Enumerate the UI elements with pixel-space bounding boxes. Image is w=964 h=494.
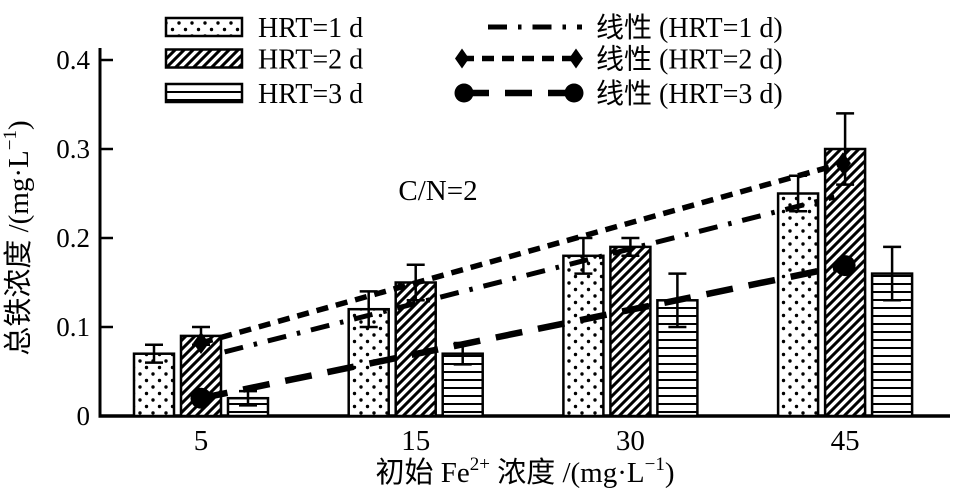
bar-hrt1d-x30 [562,254,605,418]
legend-label-trendline: 线性 (HRT=1 d) [596,12,783,44]
cn-ratio-annotation: C/N=2 [398,175,477,207]
error-bar [883,245,902,302]
legend-swatch-diagonal-hatch [164,48,244,69]
bar-hrt1d-x5 [132,352,176,418]
bars-layer [132,112,914,418]
y-tick-label: 0 [77,401,91,431]
bar-hrt2d-x45 [823,147,867,418]
legend-circle-marker [454,83,474,103]
trendline-dash-dot [224,194,835,355]
trendline-circle-marker [190,387,212,409]
legend-label-series: HRT=2 d [258,45,363,76]
legend-label-series: HRT=3 d [258,79,363,110]
legend-swatch-horizontal-lines [164,82,244,104]
trendline-diamond-marker [193,332,209,355]
x-category-label: 30 [616,425,645,457]
bar-hrt2d-x30 [609,245,652,418]
y-tick-label: 0.4 [56,45,90,75]
legend-circle-marker [564,83,584,103]
legend-diamond-marker [569,48,583,69]
x-category-label: 15 [401,425,430,457]
trendlines-layer [190,152,856,409]
y-tick-label: 0.2 [56,223,90,253]
legend-label-trendline: 线性 (HRT=3 d) [596,78,783,110]
legend-diamond-marker [455,48,469,69]
legend-label-trendline: 线性 (HRT=2 d) [596,44,783,76]
error-bar [359,290,378,329]
y-tick-label: 0.1 [56,312,90,342]
trendline-circle-marker [834,255,856,277]
bar-hrt1d-x45 [776,192,820,418]
axes-layer: 0 0.1 0.2 0.3 0.4 5 15 30 45 初始 Fe2+ 浓度 /(mg·L−1)… [0,45,950,489]
error-bar [145,343,163,364]
y-axis-title: 总铁浓度 /(mg·L−1) [0,120,35,355]
y-tick-label: 0.3 [56,134,90,164]
legend-swatch-dots [164,16,244,38]
error-bar [836,112,855,186]
annotation-layer: C/N=2 [398,175,477,207]
x-axis-title: 初始 Fe2+ 浓度 /(mg·L−1) [375,454,674,489]
trendline-diamond-marker [834,152,851,175]
trendline-dashed [200,160,844,346]
trendline-long-dash [200,262,846,402]
legend-label-series: HRT=1 d [258,13,363,44]
x-category-label: 5 [194,425,209,457]
x-category-label: 45 [831,425,860,457]
